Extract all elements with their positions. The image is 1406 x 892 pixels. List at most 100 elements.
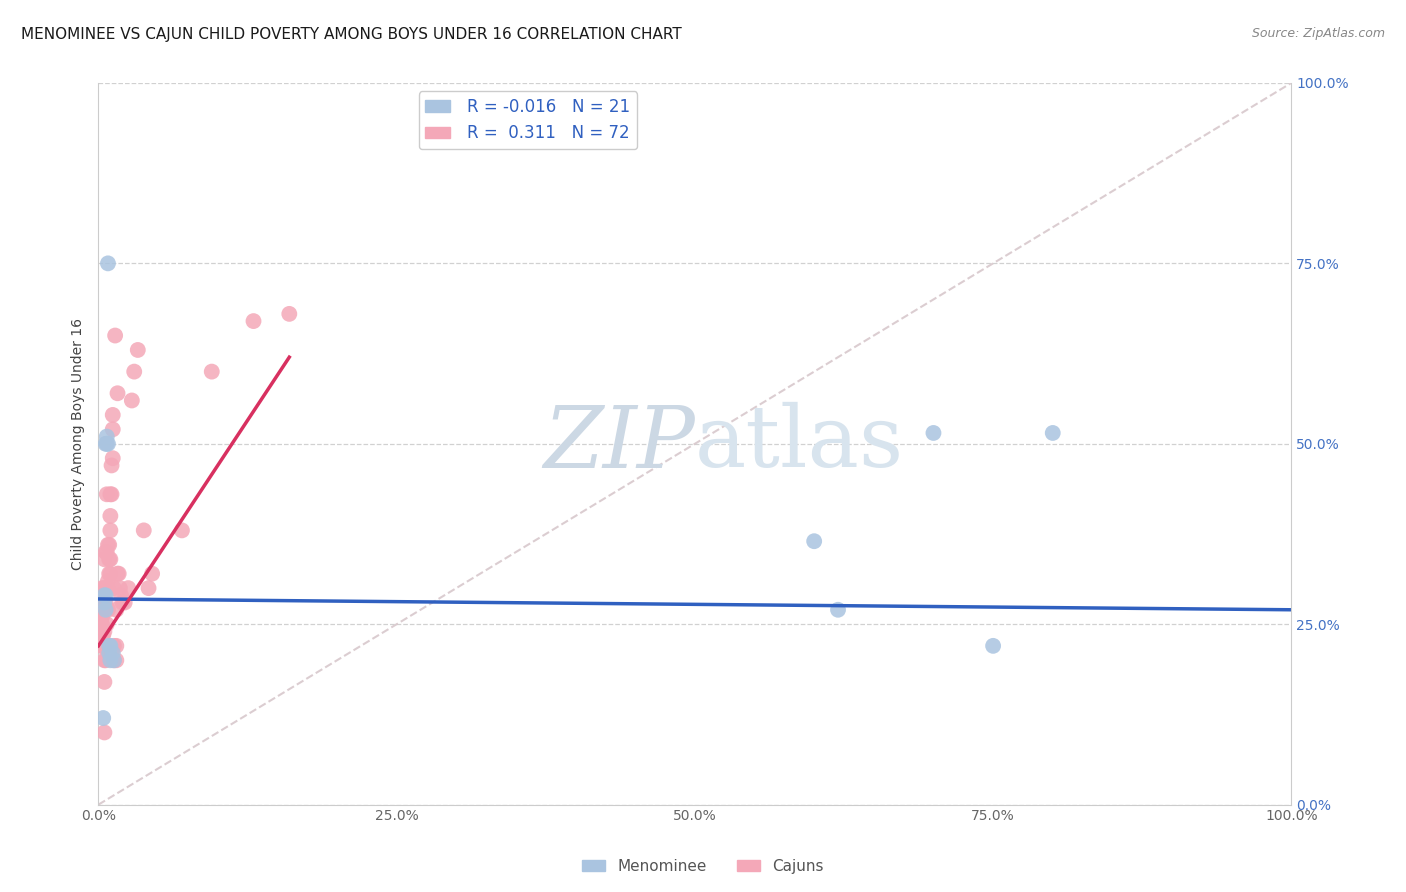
- Point: [242, 314, 264, 328]
- Point: [93, 581, 115, 595]
- Point: [132, 524, 155, 538]
- Point: [94, 653, 117, 667]
- Point: [122, 365, 145, 379]
- Point: [117, 581, 139, 595]
- Point: [981, 639, 1004, 653]
- Point: [108, 581, 131, 595]
- Point: [94, 545, 117, 559]
- Point: [90, 596, 112, 610]
- Point: [89, 596, 111, 610]
- Point: [98, 639, 121, 653]
- Point: [96, 545, 118, 559]
- Point: [101, 408, 124, 422]
- Point: [101, 451, 124, 466]
- Text: atlas: atlas: [695, 402, 904, 485]
- Point: [89, 607, 111, 621]
- Point: [90, 614, 112, 628]
- Point: [121, 393, 143, 408]
- Point: [98, 639, 121, 653]
- Point: [93, 725, 115, 739]
- Point: [91, 639, 114, 653]
- Point: [103, 653, 125, 667]
- Point: [93, 552, 115, 566]
- Point: [1042, 425, 1064, 440]
- Text: Source: ZipAtlas.com: Source: ZipAtlas.com: [1251, 27, 1385, 40]
- Point: [105, 603, 128, 617]
- Point: [103, 581, 125, 595]
- Point: [90, 639, 112, 653]
- Point: [94, 588, 117, 602]
- Point: [107, 566, 129, 581]
- Point: [170, 524, 193, 538]
- Point: [105, 653, 128, 667]
- Point: [97, 538, 120, 552]
- Point: [278, 307, 301, 321]
- Point: [98, 646, 121, 660]
- Point: [97, 256, 120, 270]
- Text: ZIP: ZIP: [543, 402, 695, 485]
- Legend: R = -0.016   N = 21, R =  0.311   N = 72: R = -0.016 N = 21, R = 0.311 N = 72: [419, 91, 637, 149]
- Point: [107, 566, 129, 581]
- Point: [201, 365, 224, 379]
- Point: [91, 617, 114, 632]
- Point: [93, 639, 115, 653]
- Point: [96, 487, 118, 501]
- Point: [105, 639, 128, 653]
- Point: [96, 429, 118, 443]
- Point: [127, 343, 149, 357]
- Point: [98, 552, 121, 566]
- Point: [97, 603, 120, 617]
- Point: [103, 639, 125, 653]
- Legend: Menominee, Cajuns: Menominee, Cajuns: [576, 853, 830, 880]
- Point: [98, 487, 121, 501]
- Point: [91, 711, 114, 725]
- Point: [94, 596, 117, 610]
- Point: [104, 328, 127, 343]
- Point: [138, 581, 160, 595]
- Point: [93, 674, 115, 689]
- Point: [91, 596, 114, 610]
- Point: [98, 538, 121, 552]
- Point: [93, 596, 115, 610]
- Point: [93, 624, 115, 639]
- Point: [98, 508, 121, 523]
- Point: [98, 653, 121, 667]
- Point: [98, 566, 121, 581]
- Point: [110, 588, 132, 602]
- Point: [114, 596, 136, 610]
- Point: [100, 487, 122, 501]
- Point: [96, 617, 118, 632]
- Point: [111, 596, 134, 610]
- Point: [98, 524, 121, 538]
- Point: [93, 588, 115, 602]
- Point: [100, 458, 122, 473]
- Point: [90, 624, 112, 639]
- Point: [96, 581, 118, 595]
- Point: [101, 646, 124, 660]
- Point: [94, 437, 117, 451]
- Point: [94, 603, 117, 617]
- Point: [93, 653, 115, 667]
- Point: [98, 552, 121, 566]
- Point: [96, 437, 118, 451]
- Point: [91, 610, 114, 624]
- Point: [97, 574, 120, 588]
- Point: [922, 425, 945, 440]
- Point: [107, 386, 129, 401]
- Point: [91, 639, 114, 653]
- Point: [94, 639, 117, 653]
- Point: [91, 628, 114, 642]
- Point: [827, 603, 849, 617]
- Point: [101, 422, 124, 436]
- Point: [803, 534, 825, 549]
- Point: [91, 603, 114, 617]
- Point: [91, 581, 114, 595]
- Point: [97, 581, 120, 595]
- Point: [141, 566, 163, 581]
- Point: [97, 437, 120, 451]
- Point: [103, 653, 125, 667]
- Text: MENOMINEE VS CAJUN CHILD POVERTY AMONG BOYS UNDER 16 CORRELATION CHART: MENOMINEE VS CAJUN CHILD POVERTY AMONG B…: [21, 27, 682, 42]
- Y-axis label: Child Poverty Among Boys Under 16: Child Poverty Among Boys Under 16: [72, 318, 86, 570]
- Point: [91, 628, 114, 642]
- Point: [98, 566, 121, 581]
